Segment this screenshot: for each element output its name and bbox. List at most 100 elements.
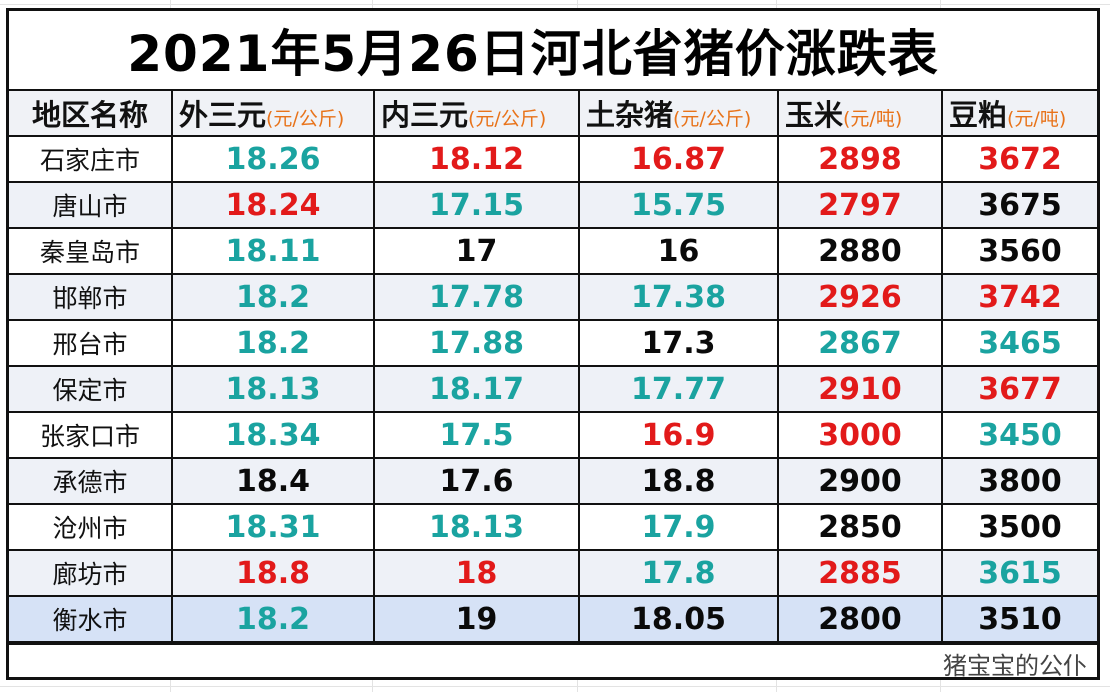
cell-price-down: 15.75 — [578, 181, 779, 229]
cell-city: 承德市 — [9, 457, 173, 505]
cell-price-flat: 3560 — [941, 227, 1097, 275]
cell-price-up: 16.9 — [578, 411, 779, 459]
column-unit: (元/公斤) — [673, 108, 752, 130]
column-unit: (元/公斤) — [468, 108, 547, 130]
pig-price-table: 地区名称 外三元(元/公斤) 内三元(元/公斤) 土杂猪(元/公斤) 玉米(元/… — [9, 91, 1097, 643]
cell-price-up: 18.24 — [171, 181, 375, 229]
cell-price-flat: 2880 — [777, 227, 943, 275]
cell-city: 秦皇岛市 — [9, 227, 173, 275]
cell-price-down: 18.2 — [171, 273, 375, 321]
table-row: 衡水市 18.2 19 18.05 2800 3510 — [9, 595, 1097, 643]
cell-price-up: 2885 — [777, 549, 943, 597]
column-unit: (元/吨) — [843, 108, 903, 130]
cell-price-flat: 18.4 — [171, 457, 375, 505]
cell-price-up: 3742 — [941, 273, 1097, 321]
cell-price-down: 3465 — [941, 319, 1097, 367]
column-label: 地区名称 — [31, 98, 148, 132]
cell-price-down: 17.8 — [578, 549, 779, 597]
header-row: 地区名称 外三元(元/公斤) 内三元(元/公斤) 土杂猪(元/公斤) 玉米(元/… — [9, 91, 1097, 137]
cell-price-up: 2797 — [777, 181, 943, 229]
cell-price-up: 2898 — [777, 135, 943, 183]
cell-price-down: 17.15 — [373, 181, 580, 229]
cell-price-down: 18.17 — [373, 365, 580, 413]
table-row: 石家庄市 18.26 18.12 16.87 2898 3672 — [9, 135, 1097, 183]
column-label: 内三元 — [381, 98, 469, 132]
table-row: 保定市 18.13 18.17 17.77 2910 3677 — [9, 365, 1097, 413]
table-row: 邯郸市 18.2 17.78 17.38 2926 3742 — [9, 273, 1097, 321]
column-header-inner-ternary: 内三元(元/公斤) — [373, 91, 580, 137]
cell-price-down: 17.77 — [578, 365, 779, 413]
column-header-native-pig: 土杂猪(元/公斤) — [578, 91, 779, 137]
cell-price-down: 17.9 — [578, 503, 779, 551]
cell-price-up: 18.8 — [171, 549, 375, 597]
cell-city: 邢台市 — [9, 319, 173, 367]
cell-price-flat: 17.6 — [373, 457, 580, 505]
table-row: 廊坊市 18.8 18 17.8 2885 3615 — [9, 549, 1097, 597]
cell-price-down: 18.31 — [171, 503, 375, 551]
cell-price-down: 18.34 — [171, 411, 375, 459]
cell-price-down: 18.2 — [171, 319, 375, 367]
cell-price-up: 3677 — [941, 365, 1097, 413]
cell-price-up: 18 — [373, 549, 580, 597]
column-header-corn: 玉米(元/吨) — [777, 91, 943, 137]
price-table-sheet: 2021年5月26日河北省猪价涨跌表 地区名称 外三元(元/公斤) 内三元(元/… — [6, 8, 1100, 680]
cell-price-down: 18.2 — [171, 595, 375, 643]
table-row: 承德市 18.4 17.6 18.8 2900 3800 — [9, 457, 1097, 505]
column-label: 豆粕 — [949, 98, 1008, 132]
column-header-soybean-meal: 豆粕(元/吨) — [941, 91, 1097, 137]
cell-price-flat: 3510 — [941, 595, 1097, 643]
cell-price-flat: 18.05 — [578, 595, 779, 643]
cell-price-down: 18.13 — [171, 365, 375, 413]
cell-city: 沧州市 — [9, 503, 173, 551]
cell-price-up: 16.87 — [578, 135, 779, 183]
cell-price-flat: 3800 — [941, 457, 1097, 505]
cell-price-up: 3672 — [941, 135, 1097, 183]
cell-price-flat: 2900 — [777, 457, 943, 505]
column-header-region: 地区名称 — [9, 91, 173, 137]
cell-price-down: 3450 — [941, 411, 1097, 459]
cell-price-up: 2926 — [777, 273, 943, 321]
cell-price-flat: 3500 — [941, 503, 1097, 551]
cell-city: 保定市 — [9, 365, 173, 413]
cell-price-up: 2910 — [777, 365, 943, 413]
cell-price-flat: 2850 — [777, 503, 943, 551]
cell-price-up: 18.12 — [373, 135, 580, 183]
watermark-text: 猪宝宝的公仆 — [943, 651, 1087, 680]
cell-price-down: 17.78 — [373, 273, 580, 321]
cell-price-down: 18.13 — [373, 503, 580, 551]
cell-city: 石家庄市 — [9, 135, 173, 183]
table-title: 2021年5月26日河北省猪价涨跌表 — [9, 11, 1097, 91]
cell-city: 邯郸市 — [9, 273, 173, 321]
cell-price-flat: 16 — [578, 227, 779, 275]
cell-city: 唐山市 — [9, 181, 173, 229]
table-row: 唐山市 18.24 17.15 15.75 2797 3675 — [9, 181, 1097, 229]
cell-price-down: 18.11 — [171, 227, 375, 275]
column-label: 外三元 — [179, 98, 267, 132]
cell-price-flat: 17.3 — [578, 319, 779, 367]
cell-price-flat: 18.8 — [578, 457, 779, 505]
table-row: 邢台市 18.2 17.88 17.3 2867 3465 — [9, 319, 1097, 367]
table-row: 张家口市 18.34 17.5 16.9 3000 3450 — [9, 411, 1097, 459]
table-row: 沧州市 18.31 18.13 17.9 2850 3500 — [9, 503, 1097, 551]
column-label: 玉米 — [785, 98, 844, 132]
cell-price-down: 17.88 — [373, 319, 580, 367]
column-unit: (元/吨) — [1007, 108, 1067, 130]
cell-price-down: 17.5 — [373, 411, 580, 459]
table-row: 秦皇岛市 18.11 17 16 2880 3560 — [9, 227, 1097, 275]
cell-price-up: 3000 — [777, 411, 943, 459]
cell-price-down: 3615 — [941, 549, 1097, 597]
cell-price-down: 18.26 — [171, 135, 375, 183]
cell-price-down: 17.38 — [578, 273, 779, 321]
cell-city: 廊坊市 — [9, 549, 173, 597]
table-body: 石家庄市 18.26 18.12 16.87 2898 3672 唐山市 18.24 17.15… — [9, 135, 1097, 643]
cell-price-flat: 2800 — [777, 595, 943, 643]
cell-price-flat: 3675 — [941, 181, 1097, 229]
column-unit: (元/公斤) — [266, 108, 345, 130]
cell-price-flat: 19 — [373, 595, 580, 643]
cell-city: 张家口市 — [9, 411, 173, 459]
column-header-outer-ternary: 外三元(元/公斤) — [171, 91, 375, 137]
cell-city: 衡水市 — [9, 595, 173, 643]
footer-row: 猪宝宝的公仆 — [9, 643, 1097, 681]
cell-price-down: 2867 — [777, 319, 943, 367]
column-label: 土杂猪 — [586, 98, 674, 132]
